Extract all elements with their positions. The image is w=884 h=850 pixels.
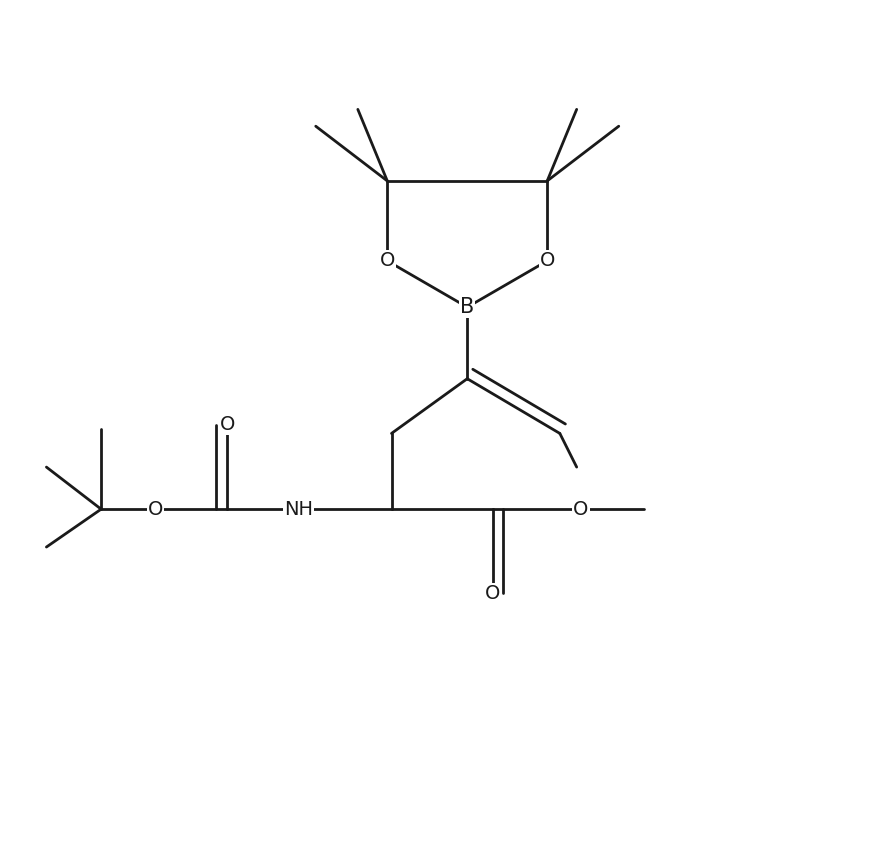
Text: O: O — [539, 252, 555, 270]
Text: O: O — [220, 416, 235, 434]
Text: O: O — [573, 500, 589, 518]
Text: O: O — [149, 500, 164, 518]
Text: O: O — [484, 584, 500, 603]
Text: B: B — [461, 298, 475, 317]
Text: NH: NH — [285, 500, 314, 518]
Text: O: O — [379, 252, 395, 270]
